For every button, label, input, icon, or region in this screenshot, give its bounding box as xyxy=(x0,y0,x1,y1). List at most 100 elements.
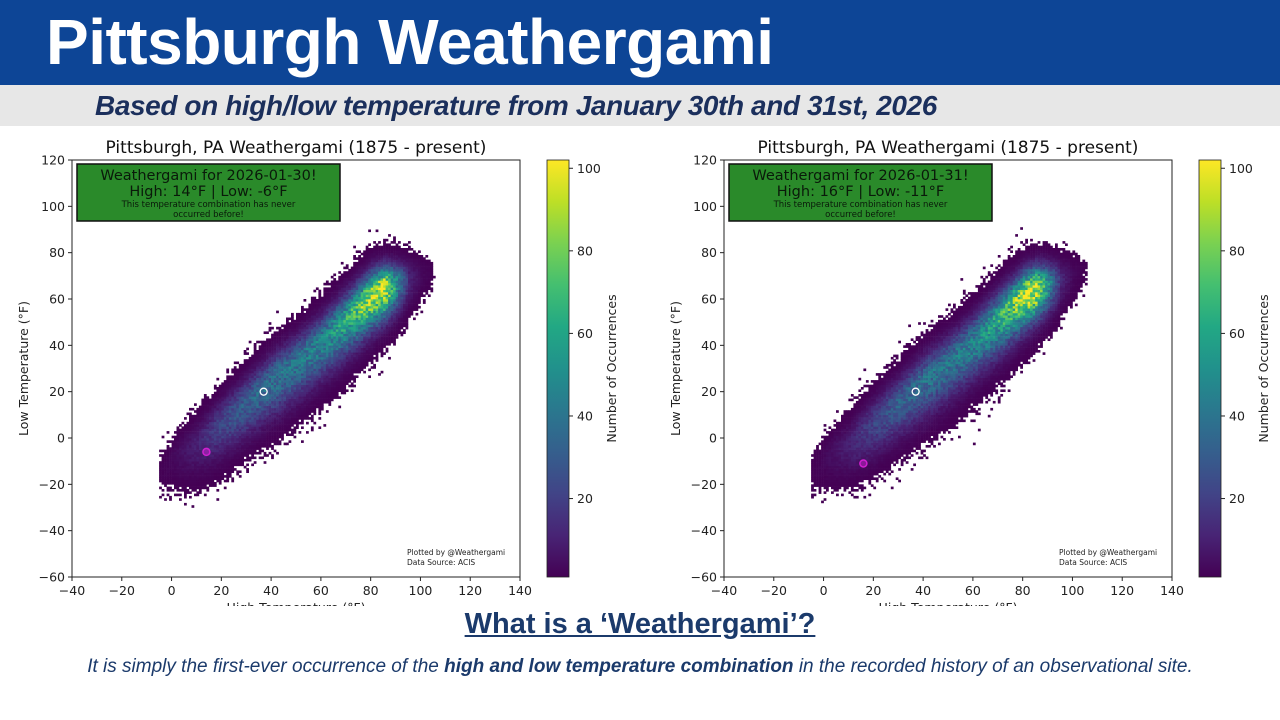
heatmap-cell xyxy=(310,336,314,339)
heatmap-cell xyxy=(333,312,337,316)
heatmap-cell xyxy=(320,403,324,406)
heatmap-cell xyxy=(166,493,170,497)
heatmap-cell xyxy=(218,447,222,450)
heatmap-cell xyxy=(203,435,207,439)
heatmap-cell xyxy=(184,454,187,457)
heatmap-cell xyxy=(343,331,347,335)
heatmap-cell xyxy=(398,273,401,277)
heatmap-cell xyxy=(268,350,272,353)
heatmap-cell xyxy=(261,424,264,427)
heatmap-cell xyxy=(315,352,319,355)
heatmap-cell xyxy=(179,451,182,455)
heatmap-cell xyxy=(266,350,269,353)
heatmap-cell xyxy=(181,433,185,437)
heatmap-cell xyxy=(276,431,279,434)
heatmap-cell xyxy=(420,275,424,279)
heatmap-cell xyxy=(296,412,299,416)
heatmap-cell xyxy=(315,363,319,367)
heatmap-cell xyxy=(828,472,832,476)
heatmap-cell xyxy=(253,377,257,381)
heatmap-cell xyxy=(271,326,274,330)
heatmap-cell xyxy=(313,412,317,416)
heatmap-cell xyxy=(333,375,337,379)
heatmap-cell xyxy=(288,384,292,388)
heatmap-cell xyxy=(184,479,187,483)
heatmap-cell xyxy=(221,384,225,388)
heatmap-cell xyxy=(208,433,212,437)
heatmap-cell xyxy=(273,431,277,434)
heatmap-cell xyxy=(261,433,264,437)
heatmap-cell xyxy=(278,363,282,367)
heatmap-cell xyxy=(425,264,429,267)
heatmap-cell xyxy=(320,361,324,365)
heatmap-cell xyxy=(266,431,269,434)
heatmap-cell xyxy=(813,472,817,476)
heatmap-cell xyxy=(363,271,366,274)
heatmap-cell xyxy=(823,482,827,485)
heatmap-cell xyxy=(388,305,391,309)
heatmap-cell xyxy=(174,445,177,448)
heatmap-cell xyxy=(413,280,416,284)
heatmap-cell xyxy=(413,257,416,260)
heatmap-cell xyxy=(303,322,307,325)
heatmap-cell xyxy=(253,419,257,423)
heatmap-cell xyxy=(358,366,361,369)
heatmap-cell xyxy=(306,345,309,348)
heatmap-cell xyxy=(325,343,329,346)
heatmap-cell xyxy=(293,343,297,346)
heatmap-cell xyxy=(420,310,424,314)
heatmap-cell xyxy=(169,468,172,471)
heatmap-cell xyxy=(253,424,257,427)
heatmap-cell xyxy=(176,458,180,462)
heatmap-cell xyxy=(388,289,391,293)
heatmap-cell xyxy=(181,438,185,441)
heatmap-cell xyxy=(380,336,384,339)
heatmap-cell xyxy=(306,417,309,420)
heatmap-cell xyxy=(186,489,190,492)
heatmap-cell xyxy=(184,461,187,464)
heatmap-cell xyxy=(315,345,319,348)
heatmap-cell xyxy=(256,340,259,344)
heatmap-cell xyxy=(291,431,294,434)
heatmap-cell xyxy=(353,310,356,314)
heatmap-cell xyxy=(355,312,359,316)
heatmap-cell xyxy=(368,255,371,258)
heatmap-cell xyxy=(238,435,242,439)
heatmap-cell xyxy=(313,289,317,293)
heatmap-cell xyxy=(276,338,279,342)
heatmap-cell xyxy=(171,458,175,462)
heatmap-cell xyxy=(271,440,274,443)
heatmap-cell xyxy=(405,255,409,258)
heatmap-cell xyxy=(373,338,376,342)
heatmap-cell xyxy=(375,292,379,295)
heatmap-cell xyxy=(278,347,282,351)
heatmap-cell xyxy=(263,412,267,416)
heatmap-cell xyxy=(298,315,302,318)
heatmap-cell xyxy=(191,465,195,469)
heatmap-cell xyxy=(325,280,329,284)
heatmap-cell xyxy=(236,400,240,404)
heatmap-cell xyxy=(186,424,190,427)
heatmap-cell xyxy=(201,414,205,418)
heatmap-cell xyxy=(388,317,391,321)
heatmap-cell xyxy=(403,312,406,316)
heatmap-cell xyxy=(375,278,379,281)
heatmap-cell xyxy=(415,299,419,302)
heatmap-cell xyxy=(403,273,406,277)
heatmap-cell xyxy=(318,387,322,390)
heatmap-cell xyxy=(338,305,342,309)
heatmap-cell xyxy=(268,389,272,393)
heatmap-cell xyxy=(350,305,354,309)
heatmap-cell xyxy=(233,414,237,418)
heatmap-cell xyxy=(370,248,374,251)
heatmap-cell xyxy=(286,442,289,446)
heatmap-cell xyxy=(348,319,352,323)
heatmap-cell xyxy=(179,465,182,469)
heatmap-cell xyxy=(206,468,210,471)
heatmap-cell xyxy=(350,278,354,281)
heatmap-cell xyxy=(831,442,834,446)
heatmap-cell xyxy=(223,407,227,411)
heatmap-cell xyxy=(216,400,220,404)
heatmap-cell xyxy=(253,447,257,450)
heatmap-cell xyxy=(308,308,312,311)
